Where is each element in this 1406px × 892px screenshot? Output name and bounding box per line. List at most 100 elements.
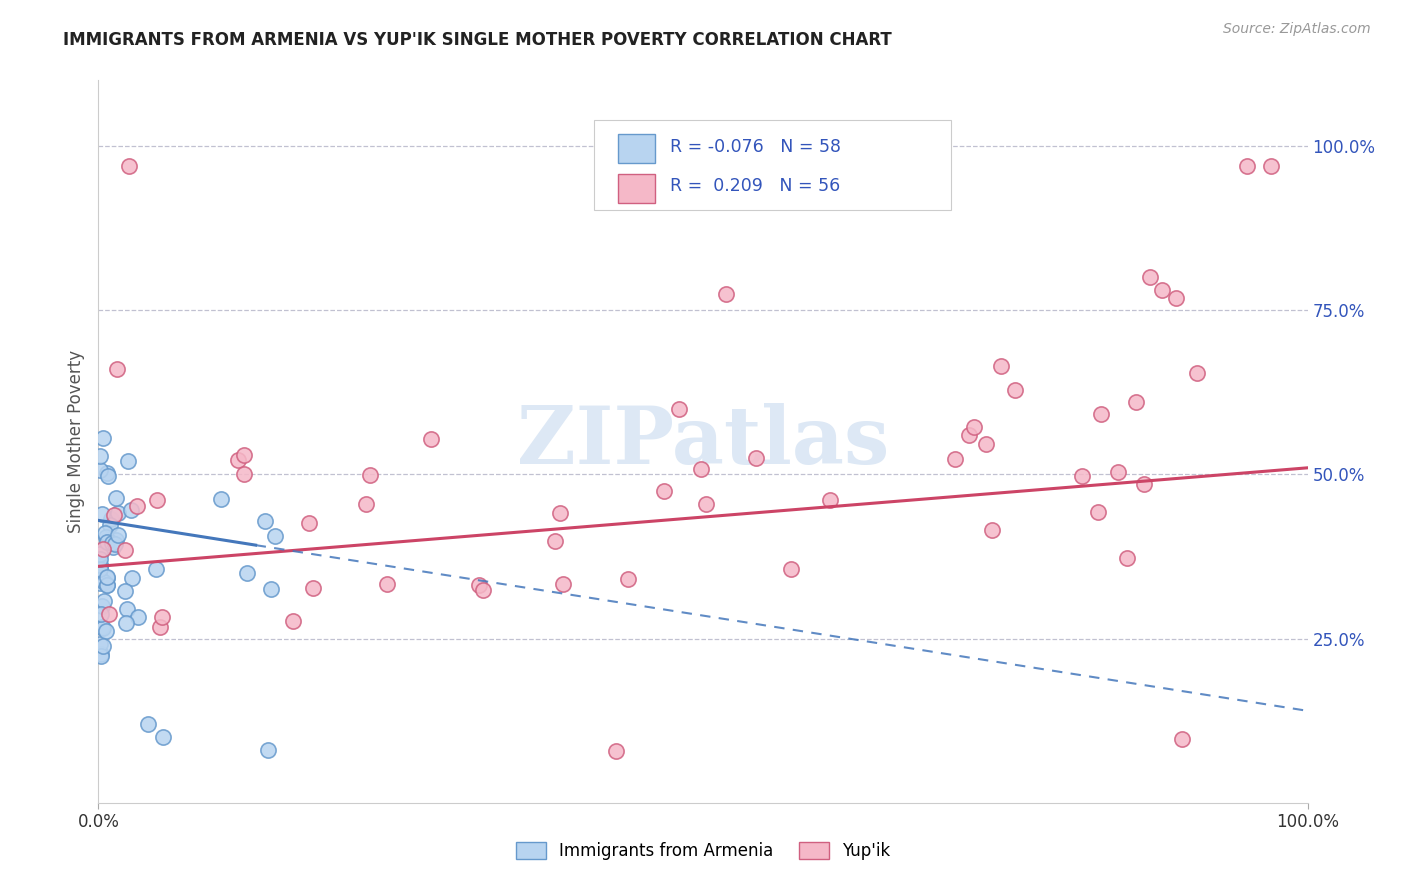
- Point: [236, 566, 259, 581]
- Point: [127, 610, 149, 624]
- Point: [94, 526, 117, 541]
- Point: [96, 466, 118, 480]
- Point: [1004, 383, 1026, 397]
- Point: [89, 463, 111, 477]
- Point: [226, 453, 249, 467]
- Point: [103, 541, 125, 555]
- Point: [91, 621, 114, 635]
- Point: [1087, 505, 1109, 519]
- Point: [544, 533, 567, 548]
- Point: [89, 575, 111, 590]
- Point: [89, 637, 111, 651]
- Point: [253, 514, 276, 528]
- Point: [714, 287, 737, 301]
- Point: [1125, 394, 1147, 409]
- Point: [943, 452, 966, 467]
- Point: [1152, 284, 1174, 298]
- Point: [90, 542, 112, 557]
- Point: [359, 467, 381, 482]
- Point: [96, 578, 118, 592]
- Point: [818, 493, 841, 508]
- Point: [152, 730, 174, 744]
- Point: [89, 547, 111, 561]
- Point: [744, 451, 766, 466]
- Point: [117, 454, 139, 468]
- Point: [104, 533, 127, 548]
- Point: [94, 624, 117, 638]
- Point: [94, 530, 117, 544]
- Point: [145, 562, 167, 576]
- Point: [105, 362, 128, 376]
- Point: [548, 506, 571, 520]
- Point: [260, 582, 283, 596]
- Point: [96, 578, 118, 592]
- Point: [107, 528, 129, 542]
- Y-axis label: Single Mother Poverty: Single Mother Poverty: [66, 350, 84, 533]
- Point: [957, 428, 980, 442]
- Point: [551, 577, 574, 591]
- Point: [1185, 366, 1208, 380]
- Point: [780, 562, 803, 576]
- Point: [90, 649, 112, 664]
- Point: [1171, 732, 1194, 747]
- Point: [617, 572, 640, 586]
- Point: [91, 431, 114, 445]
- Point: [980, 523, 1002, 537]
- Point: [375, 577, 398, 591]
- Point: [93, 574, 115, 589]
- Point: [91, 542, 114, 557]
- Point: [118, 159, 141, 173]
- Point: [471, 582, 494, 597]
- Point: [990, 359, 1012, 373]
- Point: [149, 620, 172, 634]
- Point: [120, 503, 142, 517]
- Point: [89, 449, 111, 463]
- Point: [100, 512, 122, 526]
- Point: [264, 529, 287, 543]
- Point: [96, 535, 118, 549]
- Point: [605, 744, 627, 758]
- Point: [1107, 465, 1129, 479]
- Point: [145, 492, 167, 507]
- Text: IMMIGRANTS FROM ARMENIA VS YUP'IK SINGLE MOTHER POVERTY CORRELATION CHART: IMMIGRANTS FROM ARMENIA VS YUP'IK SINGLE…: [63, 31, 891, 49]
- Point: [101, 536, 124, 550]
- Point: [1139, 270, 1161, 285]
- Text: Source: ZipAtlas.com: Source: ZipAtlas.com: [1223, 22, 1371, 37]
- Point: [89, 558, 111, 573]
- Point: [90, 620, 112, 634]
- Point: [107, 506, 129, 520]
- Point: [963, 420, 986, 434]
- Point: [257, 743, 280, 757]
- Point: [93, 639, 115, 653]
- Point: [1164, 291, 1187, 305]
- Legend: Immigrants from Armenia, Yup'ik: Immigrants from Armenia, Yup'ik: [509, 835, 897, 867]
- Point: [232, 448, 254, 462]
- Point: [232, 467, 254, 482]
- Point: [105, 491, 128, 505]
- Point: [211, 491, 233, 506]
- Point: [104, 537, 127, 551]
- Point: [89, 561, 111, 575]
- Point: [114, 542, 136, 557]
- FancyBboxPatch shape: [595, 120, 950, 211]
- Point: [1133, 477, 1156, 491]
- Point: [98, 517, 121, 532]
- FancyBboxPatch shape: [619, 174, 655, 203]
- Point: [302, 581, 325, 595]
- Point: [93, 594, 115, 608]
- Point: [354, 497, 377, 511]
- Point: [89, 552, 111, 566]
- Point: [976, 436, 998, 450]
- Point: [281, 615, 304, 629]
- Point: [89, 570, 111, 584]
- Point: [690, 462, 713, 476]
- Point: [150, 609, 173, 624]
- Point: [1070, 468, 1092, 483]
- Point: [89, 558, 111, 572]
- Point: [90, 607, 112, 621]
- Point: [468, 578, 491, 592]
- Point: [1260, 159, 1282, 173]
- Point: [298, 516, 321, 531]
- Point: [90, 508, 112, 522]
- Point: [121, 571, 143, 585]
